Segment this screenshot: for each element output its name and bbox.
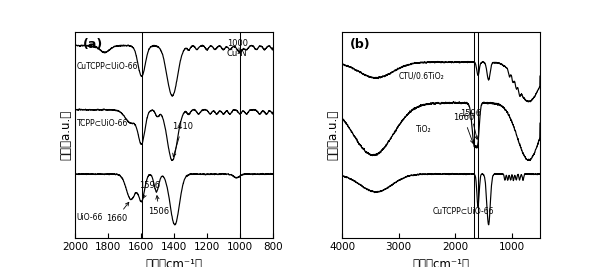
Text: (b): (b) — [350, 38, 371, 51]
Text: 1660: 1660 — [453, 113, 475, 143]
Text: UiO-66: UiO-66 — [77, 213, 103, 222]
Text: CTU/0.6TiO₂: CTU/0.6TiO₂ — [398, 72, 445, 81]
Text: (a): (a) — [83, 38, 103, 51]
Text: 1000
Cu-N: 1000 Cu-N — [227, 38, 248, 58]
Text: CuTCPP⊂UiO-66: CuTCPP⊂UiO-66 — [433, 207, 494, 217]
Text: 1660: 1660 — [106, 202, 129, 223]
Y-axis label: 强度（a.u.）: 强度（a.u.） — [59, 110, 72, 160]
Text: CuTCPP⊂UiO-66: CuTCPP⊂UiO-66 — [77, 62, 138, 71]
X-axis label: 波长（cm⁻¹）: 波长（cm⁻¹） — [413, 258, 470, 267]
Text: TCPP⊂UiO-66: TCPP⊂UiO-66 — [77, 119, 128, 128]
Text: 1410: 1410 — [172, 122, 193, 157]
Text: TiO₂: TiO₂ — [416, 125, 431, 134]
Text: 1596: 1596 — [139, 181, 160, 198]
Text: 1506: 1506 — [149, 196, 170, 216]
X-axis label: 波长（cm⁻¹）: 波长（cm⁻¹） — [145, 258, 202, 267]
Text: 1596: 1596 — [460, 109, 482, 139]
Y-axis label: 强度（a.u.）: 强度（a.u.） — [326, 110, 340, 160]
